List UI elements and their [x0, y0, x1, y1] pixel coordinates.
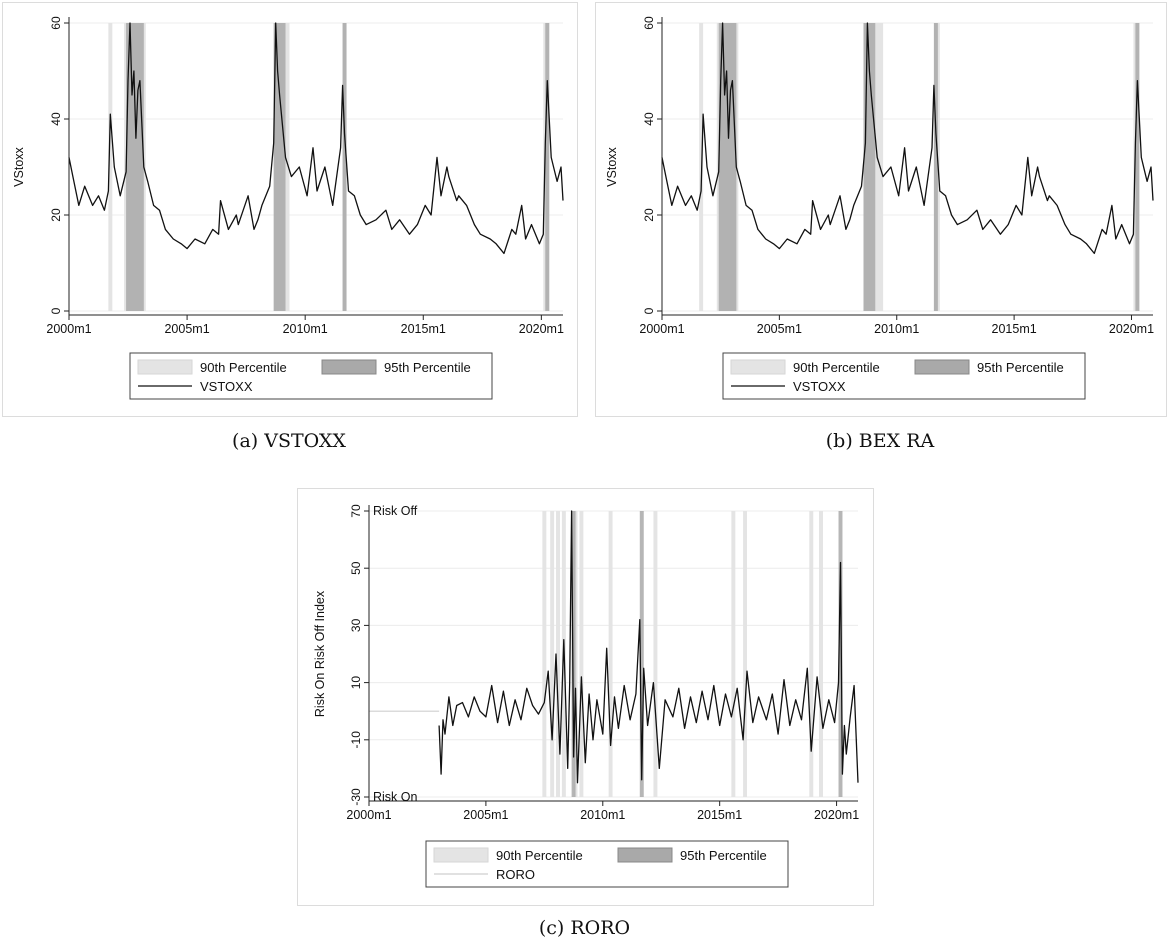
band-95th-percentile	[571, 511, 576, 797]
band-95th-percentile	[718, 23, 737, 311]
x-tick-label: 2000m1	[346, 808, 391, 822]
y-tick-label: -30	[349, 788, 363, 806]
x-tick-label: 2005m1	[463, 808, 508, 822]
annotation-risk-on: Risk On	[373, 790, 418, 804]
band-95th-percentile	[342, 23, 347, 311]
x-tick-label: 2020m1	[814, 808, 859, 822]
caption-c: (c) RORO	[538, 917, 631, 939]
legend-swatch-95th	[914, 359, 970, 375]
band-90th-percentile	[542, 511, 547, 797]
legend-label-95th: 95th Percentile	[384, 360, 471, 375]
band-95th-percentile	[126, 23, 144, 311]
band-90th-percentile	[108, 23, 113, 311]
legend-swatch-90th	[730, 359, 786, 375]
y-tick-label: 0	[49, 307, 63, 314]
y-tick-label: -10	[349, 731, 363, 749]
y-tick-label: 30	[349, 618, 363, 632]
x-tick-label: 2010m1	[874, 322, 919, 336]
band-95th-percentile	[1135, 23, 1140, 311]
y-tick-label: 70	[349, 504, 363, 518]
band-95th-percentile	[545, 23, 550, 311]
y-axis-label: VStoxx	[12, 146, 26, 186]
legend-swatch-95th	[617, 847, 673, 863]
annotation-risk-off: Risk Off	[373, 504, 418, 518]
chart-c: -30 -10 10 30 50 70 2000m1 2005m1 2010m1 2015m1 20…	[313, 504, 859, 888]
band-90th-percentile	[653, 511, 658, 797]
x-tick-label: 2010m1	[283, 322, 328, 336]
y-tick-label: 50	[349, 561, 363, 575]
legend-box	[129, 352, 493, 400]
y-tick-label: 0	[642, 307, 656, 314]
series-line-roro	[438, 510, 859, 784]
x-tick-label: 2000m1	[46, 322, 91, 336]
chart-panel-c: -30 -10 10 30 50 70 2000m1 2005m1 2010m1 2015m1 20…	[297, 488, 874, 906]
x-tick-label: 2015m1	[401, 322, 446, 336]
y-tick-label: 10	[349, 676, 363, 690]
band-95th-percentile	[863, 23, 876, 311]
chart-a: 0 20 40 60 2000m1 2005m1 2010m1 2015m1 2020m1 VSt…	[12, 16, 564, 400]
chart-b: 0 20 40 60 2000m1 2005m1 2010m1 2015m1 2020m1 VSt…	[605, 16, 1154, 400]
y-tick-label: 20	[49, 208, 63, 222]
legend-label-95th: 95th Percentile	[680, 848, 767, 863]
legend-label-95th: 95th Percentile	[977, 360, 1064, 375]
x-tick-label: 2015m1	[697, 808, 742, 822]
band-95th-percentile	[933, 23, 938, 311]
legend-swatch-95th	[321, 359, 377, 375]
caption-b: (b) BEX RA	[825, 430, 935, 452]
series-line-vstoxx	[661, 22, 1154, 255]
band-90th-percentile	[731, 511, 736, 797]
x-tick-label: 2005m1	[757, 322, 802, 336]
legend-label-90th: 90th Percentile	[793, 360, 880, 375]
x-tick-label: 2010m1	[580, 808, 625, 822]
legend-label-90th: 90th Percentile	[496, 848, 583, 863]
band-90th-percentile	[550, 511, 555, 797]
x-tick-label: 2020m1	[1109, 322, 1154, 336]
y-axis-label: VStoxx	[605, 146, 619, 186]
x-tick-label: 2015m1	[992, 322, 1037, 336]
legend-label-line: RORO	[496, 867, 535, 882]
legend-swatch-90th	[433, 847, 489, 863]
series-line-vstoxx	[68, 22, 564, 255]
chart-panel-b: 0 20 40 60 2000m1 2005m1 2010m1 2015m1 2020m1 VSt…	[595, 2, 1167, 417]
y-tick-label: 60	[642, 16, 656, 30]
band-95th-percentile	[273, 23, 286, 311]
y-axis-label: Risk On Risk Off Index	[313, 590, 327, 717]
y-tick-label: 20	[642, 208, 656, 222]
band-90th-percentile	[819, 511, 823, 797]
y-tick-label: 40	[49, 112, 63, 126]
legend-label-line: VSTOXX	[200, 379, 253, 394]
band-90th-percentile	[809, 511, 814, 797]
chart-panel-a: 0 20 40 60 2000m1 2005m1 2010m1 2015m1 2020m1 VSt…	[2, 2, 578, 417]
legend-swatch-90th	[137, 359, 193, 375]
y-tick-label: 60	[49, 16, 63, 30]
x-tick-label: 2020m1	[519, 322, 564, 336]
band-90th-percentile	[608, 511, 613, 797]
x-tick-label: 2000m1	[639, 322, 684, 336]
legend-label-line: VSTOXX	[793, 379, 846, 394]
band-95th-percentile	[639, 511, 644, 797]
caption-a: (a) VSTOXX	[232, 430, 346, 452]
band-95th-percentile	[838, 511, 843, 797]
legend-label-90th: 90th Percentile	[200, 360, 287, 375]
band-90th-percentile	[556, 511, 560, 797]
x-tick-label: 2005m1	[164, 322, 209, 336]
band-90th-percentile	[579, 511, 584, 797]
y-tick-label: 40	[642, 112, 656, 126]
band-90th-percentile	[743, 511, 748, 797]
